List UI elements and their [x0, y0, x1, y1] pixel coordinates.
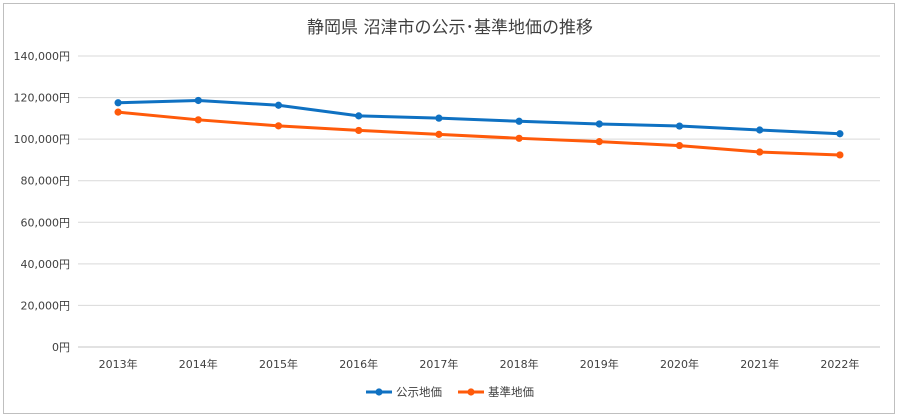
chart-title: 静岡県 沼津市の公示･基準地価の推移: [307, 18, 593, 38]
data-point: [114, 99, 122, 107]
data-point: [595, 120, 603, 128]
series-lines: [114, 96, 844, 159]
x-tick-label: 2019年: [580, 357, 619, 371]
x-tick-label: 2021年: [740, 357, 779, 371]
data-point: [675, 122, 684, 130]
data-point: [274, 122, 283, 130]
data-point: [675, 141, 684, 150]
x-tick-label: 2017年: [419, 357, 458, 371]
y-tick-label: 0円: [52, 341, 70, 354]
y-axis-ticks: 0円 20,000円 40,000円 60,000円 80,000円 100,000円 12…: [14, 50, 71, 354]
y-tick-label: 80,000円: [21, 175, 71, 188]
legend-swatch-marker: [375, 388, 383, 396]
data-point: [435, 130, 443, 138]
legend-item: 公示地価: [366, 385, 442, 399]
x-axis-ticks: 2013年 2014年 2015年 2016年 2017年 2018年 2019年 2020年…: [99, 357, 860, 371]
series-line: [116, 110, 842, 157]
data-point: [836, 130, 844, 138]
x-tick-label: 2013年: [99, 357, 138, 371]
y-tick-label: 40,000円: [21, 258, 71, 271]
data-point: [355, 126, 363, 135]
data-point: [435, 114, 443, 122]
y-tick-label: 60,000円: [21, 216, 71, 229]
legend: 公示地価 基準地価: [366, 385, 534, 399]
series-line: [116, 98, 842, 136]
y-tick-label: 120,000円: [14, 92, 71, 105]
data-point: [515, 134, 523, 142]
x-tick-label: 2015年: [259, 357, 298, 371]
x-tick-label: 2022年: [820, 357, 859, 371]
data-point: [194, 116, 202, 124]
legend-item: 基準地価: [458, 385, 534, 399]
data-point: [595, 138, 603, 146]
legend-swatch-marker: [467, 388, 475, 396]
legend-label: 公示地価: [396, 385, 442, 399]
y-tick-label: 140,000円: [14, 50, 71, 63]
data-point: [274, 101, 283, 109]
data-point: [194, 96, 202, 105]
y-tick-label: 100,000円: [14, 133, 71, 146]
series-基準地価: [114, 108, 844, 159]
data-point: [114, 108, 122, 116]
x-tick-label: 2016年: [339, 357, 378, 371]
x-tick-label: 2014年: [179, 357, 218, 371]
data-point: [756, 148, 764, 156]
y-tick-label: 20,000円: [21, 299, 71, 312]
chart-frame: [3, 3, 895, 414]
data-point: [355, 112, 363, 120]
grid-lines: [78, 55, 880, 348]
x-tick-label: 2018年: [500, 357, 539, 371]
x-tick-label: 2020年: [660, 357, 699, 371]
data-point: [836, 151, 844, 159]
legend-label: 基準地価: [488, 385, 534, 399]
series-公示地価: [114, 96, 844, 138]
data-point: [756, 126, 764, 134]
data-point: [515, 117, 523, 125]
